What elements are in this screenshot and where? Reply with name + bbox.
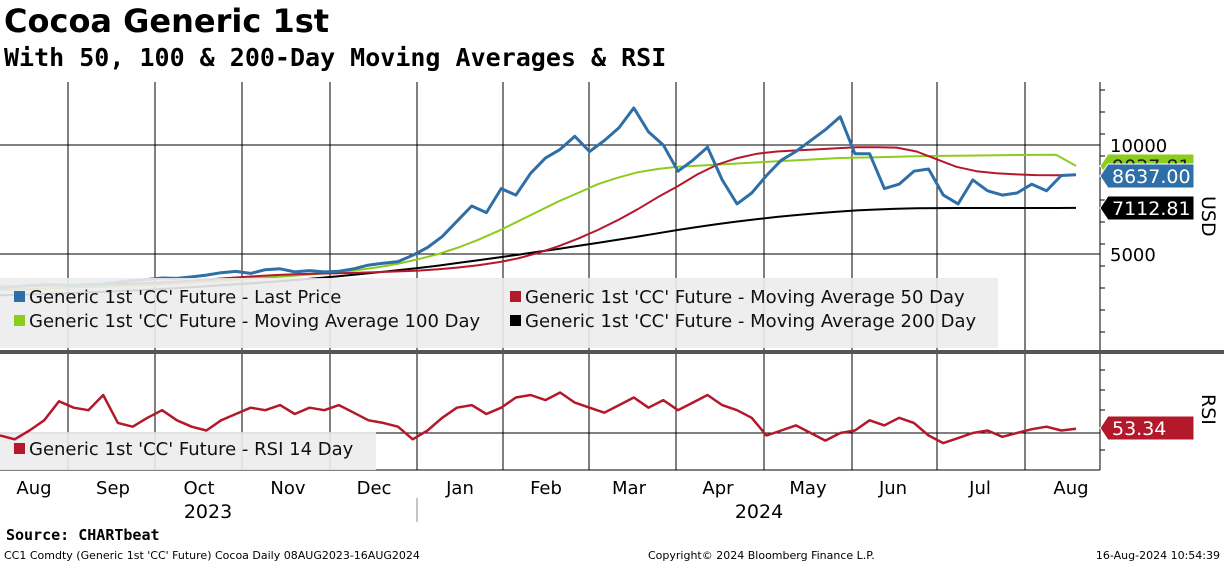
- panel-separator[interactable]: [0, 350, 1224, 354]
- legend-swatch: [510, 315, 521, 326]
- x-tick-label: Jun: [878, 478, 907, 499]
- footer-ticker: CC1 Comdty (Generic 1st 'CC' Future) Coc…: [4, 549, 420, 562]
- x-tick-label: Nov: [270, 478, 305, 499]
- x-year-label: 2023: [184, 501, 232, 523]
- rsi-legend: Generic 1st 'CC' Future - RSI 14 Day: [14, 439, 354, 460]
- ma200-value-flag-text: 7112.81: [1112, 198, 1191, 220]
- footer-timestamp: 16-Aug-2024 10:54:39: [1095, 549, 1220, 562]
- x-tick-label: Jan: [445, 478, 474, 499]
- right-axis-labels: 100005000USDRSI9037.818637.007112.8153.3…: [1099, 136, 1219, 441]
- legend-swatch: [14, 315, 25, 326]
- rsi-value-flag-text: 53.34: [1112, 418, 1166, 440]
- legend-swatch: [14, 291, 25, 302]
- rsi-legend-box: [0, 432, 376, 470]
- ma200-value-flag-shape: [1099, 195, 1195, 221]
- x-tick-label: Apr: [702, 478, 734, 499]
- chart-subtitle: With 50, 100 & 200-Day Moving Averages &…: [4, 43, 667, 72]
- x-tick-label: Jul: [968, 478, 991, 499]
- rsi-value-flag-shape: [1099, 415, 1195, 441]
- price-value-flag-text: 8637.00: [1112, 166, 1191, 188]
- x-tick-label: Sep: [96, 478, 130, 499]
- rsi-axis-title: RSI: [1197, 394, 1219, 425]
- rsi-panel: Generic 1st 'CC' Future - RSI 14 Day: [0, 354, 1105, 471]
- price-value-flag: 8637.00: [1099, 163, 1195, 189]
- legend-swatch: [14, 443, 25, 454]
- price-value-flag-shape: [1099, 163, 1195, 189]
- price-axis-title: USD: [1197, 196, 1219, 237]
- rsi-vertical-gridlines: [67, 354, 1026, 470]
- price-legend-box: [0, 278, 998, 348]
- x-tick-label: Aug: [16, 478, 51, 499]
- x-tick-label: Oct: [183, 478, 214, 499]
- price-legend: Generic 1st 'CC' Future - Last Price Gene…: [14, 287, 977, 332]
- ma200-value-flag: 7112.81: [1099, 195, 1195, 221]
- legend-swatch: [510, 291, 521, 302]
- rsi-axis-minor-ticks: [1100, 369, 1105, 451]
- legend-label: Generic 1st 'CC' Future - Moving Average…: [525, 311, 977, 332]
- x-tick-label: Mar: [612, 478, 647, 499]
- rsi-line: [0, 391, 1077, 445]
- source-note: Source: CHARTbeat: [6, 526, 160, 544]
- x-tick-label: May: [789, 478, 827, 499]
- footer-copyright: Copyright© 2024 Bloomberg Finance L.P.: [648, 549, 875, 562]
- rsi-series-lines: [0, 391, 1077, 445]
- legend-label: Generic 1st 'CC' Future - Last Price: [29, 287, 341, 308]
- y-tick-label: 10000: [1110, 136, 1167, 157]
- x-tick-label: Aug: [1053, 478, 1088, 499]
- legend-label: Generic 1st 'CC' Future - Moving Average…: [29, 311, 481, 332]
- x-tick-label: Dec: [357, 478, 392, 499]
- y-tick-label: 5000: [1110, 245, 1156, 266]
- legend-label: Generic 1st 'CC' Future - RSI 14 Day: [29, 439, 354, 460]
- x-tick-label: Feb: [530, 478, 562, 499]
- rsi-value-flag: 53.34: [1099, 415, 1195, 441]
- x-axis: Aug Sep Oct Nov Dec Jan Feb Mar Apr May Jun Jul Aug 2…: [16, 478, 1088, 523]
- chart-title: Cocoa Generic 1st: [4, 2, 330, 40]
- legend-label: Generic 1st 'CC' Future - Moving Average…: [525, 287, 965, 308]
- x-year-label: 2024: [735, 501, 783, 523]
